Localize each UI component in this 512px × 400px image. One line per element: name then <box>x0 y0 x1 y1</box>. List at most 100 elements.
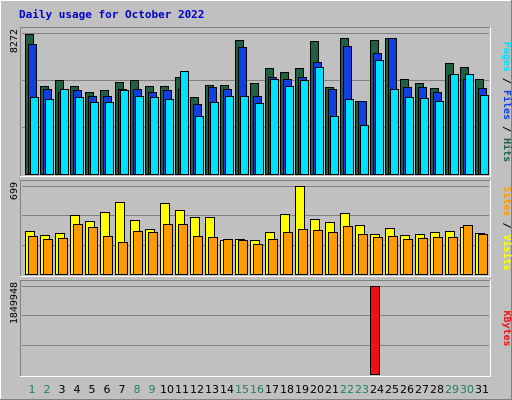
x-tick-label-day-21: 21 <box>325 383 339 396</box>
x-tick-label-day-25: 25 <box>385 383 399 396</box>
bar-sites-day-4 <box>73 224 83 275</box>
bar-sites-day-9 <box>148 232 158 275</box>
panel-bottom-box <box>20 280 491 377</box>
x-tick-label-day-4: 4 <box>74 383 81 396</box>
bar-sites-day-7 <box>118 242 128 275</box>
x-tick-label-day-11: 11 <box>175 383 189 396</box>
x-tick-label-day-5: 5 <box>89 383 96 396</box>
legend-item-kbytes: KBytes <box>501 310 512 346</box>
bar-pages-day-6 <box>105 102 114 175</box>
bar-pages-day-28 <box>435 101 444 175</box>
x-axis-day-labels: 1 2 3 4 5 6 7 8 9 10 11 12 13 14 15 16 17 18 19 20 21 22 23 24 2… <box>29 383 490 396</box>
chart-title: Daily usage for October 2022 <box>19 8 204 21</box>
bar-pages-day-26 <box>405 97 414 175</box>
bar-sites-day-31 <box>478 234 488 275</box>
x-tick-label-day-26: 26 <box>400 383 414 396</box>
x-tick-label-day-1: 1 <box>29 383 36 396</box>
bar-pages-day-17 <box>270 79 279 175</box>
bar-sites-day-1 <box>28 236 38 275</box>
bar-sites-day-20 <box>313 230 323 275</box>
bar-sites-day-21 <box>328 232 338 275</box>
bar-pages-day-4 <box>75 97 84 175</box>
legend-separator: / <box>501 216 512 234</box>
bar-sites-day-15 <box>238 240 248 275</box>
bar-sites-day-22 <box>343 226 353 275</box>
panel-bottom: 1849948 KBytes <box>9 280 512 377</box>
bar-sites-day-10 <box>163 224 173 275</box>
x-tick-label-day-17: 17 <box>265 383 279 396</box>
bar-pages-day-11 <box>180 71 189 175</box>
x-tick-label-day-20: 20 <box>310 383 324 396</box>
panel-middle-max-label: 699 <box>9 182 20 200</box>
bar-pages-day-1 <box>30 97 39 175</box>
bar-sites-day-19 <box>298 229 308 275</box>
x-tick-label-day-24: 24 <box>370 383 384 396</box>
x-tick-label-day-6: 6 <box>104 383 111 396</box>
legend-separator: / <box>501 72 512 90</box>
bar-pages-day-7 <box>120 90 129 175</box>
panel-top: 8272 Pages / Files / Hits <box>9 27 512 177</box>
bar-pages-day-19 <box>300 80 309 175</box>
bar-pages-day-18 <box>285 86 294 175</box>
bar-sites-day-3 <box>58 238 68 275</box>
bar-pages-day-30 <box>465 74 474 175</box>
x-tick-label-day-23: 23 <box>355 383 369 396</box>
bar-pages-day-25 <box>390 89 399 175</box>
x-tick-label-day-14: 14 <box>220 383 234 396</box>
bar-pages-day-21 <box>330 116 339 175</box>
bar-sites-day-17 <box>268 239 278 275</box>
bar-pages-day-8 <box>135 96 144 175</box>
x-tick-label-day-30: 30 <box>460 383 474 396</box>
x-tick-label-day-27: 27 <box>415 383 429 396</box>
bar-sites-day-25 <box>388 236 398 275</box>
x-tick-label-day-10: 10 <box>160 383 174 396</box>
panel-top-max-label: 8272 <box>9 29 20 53</box>
x-tick-label-day-2: 2 <box>44 383 51 396</box>
panel-bottom-legend: KBytes <box>501 310 512 346</box>
x-tick-label-day-16: 16 <box>250 383 264 396</box>
x-tick-label-day-18: 18 <box>280 383 294 396</box>
bar-kbytes-day-24 <box>370 286 380 375</box>
x-tick-label-day-7: 7 <box>119 383 126 396</box>
bar-sites-day-18 <box>283 232 293 275</box>
bar-sites-day-28 <box>433 237 443 275</box>
legend-item-hits: Hits <box>501 138 512 162</box>
bar-pages-day-23 <box>360 125 369 175</box>
x-tick-label-day-9: 9 <box>149 383 156 396</box>
bar-sites-day-27 <box>418 238 428 275</box>
bar-sites-day-8 <box>133 231 143 275</box>
bar-pages-day-2 <box>45 99 54 175</box>
x-tick-label-day-19: 19 <box>295 383 309 396</box>
bar-pages-day-5 <box>90 102 99 175</box>
bar-sites-day-26 <box>403 239 413 275</box>
bar-sites-day-5 <box>88 227 98 275</box>
bar-sites-day-14 <box>223 239 233 275</box>
bar-sites-day-2 <box>43 239 53 275</box>
bar-sites-day-24 <box>373 237 383 275</box>
bar-pages-day-27 <box>420 98 429 175</box>
bar-pages-day-13 <box>210 102 219 175</box>
bar-sites-day-13 <box>208 237 218 275</box>
panel-top-legend: Pages / Files / Hits <box>501 42 512 162</box>
bar-pages-day-29 <box>450 74 459 175</box>
x-tick-label-day-31: 31 <box>475 383 489 396</box>
legend-item-visits: Visits <box>501 235 512 271</box>
bar-sites-day-23 <box>358 234 368 275</box>
bar-pages-day-16 <box>255 103 264 175</box>
bar-pages-day-22 <box>345 99 354 175</box>
bar-sites-day-11 <box>178 224 188 275</box>
panel-bottom-max-label: 1849948 <box>9 282 20 324</box>
bar-pages-day-3 <box>60 89 69 175</box>
bar-sites-day-29 <box>448 237 458 275</box>
x-tick-label-day-8: 8 <box>134 383 141 396</box>
bar-pages-day-20 <box>315 67 324 175</box>
x-tick-label-day-28: 28 <box>430 383 444 396</box>
bar-sites-day-12 <box>193 236 203 275</box>
bar-pages-day-24 <box>375 60 384 175</box>
legend-separator: / <box>501 120 512 138</box>
bar-pages-day-12 <box>195 116 204 175</box>
x-tick-label-day-29: 29 <box>445 383 459 396</box>
bar-pages-day-14 <box>225 96 234 175</box>
